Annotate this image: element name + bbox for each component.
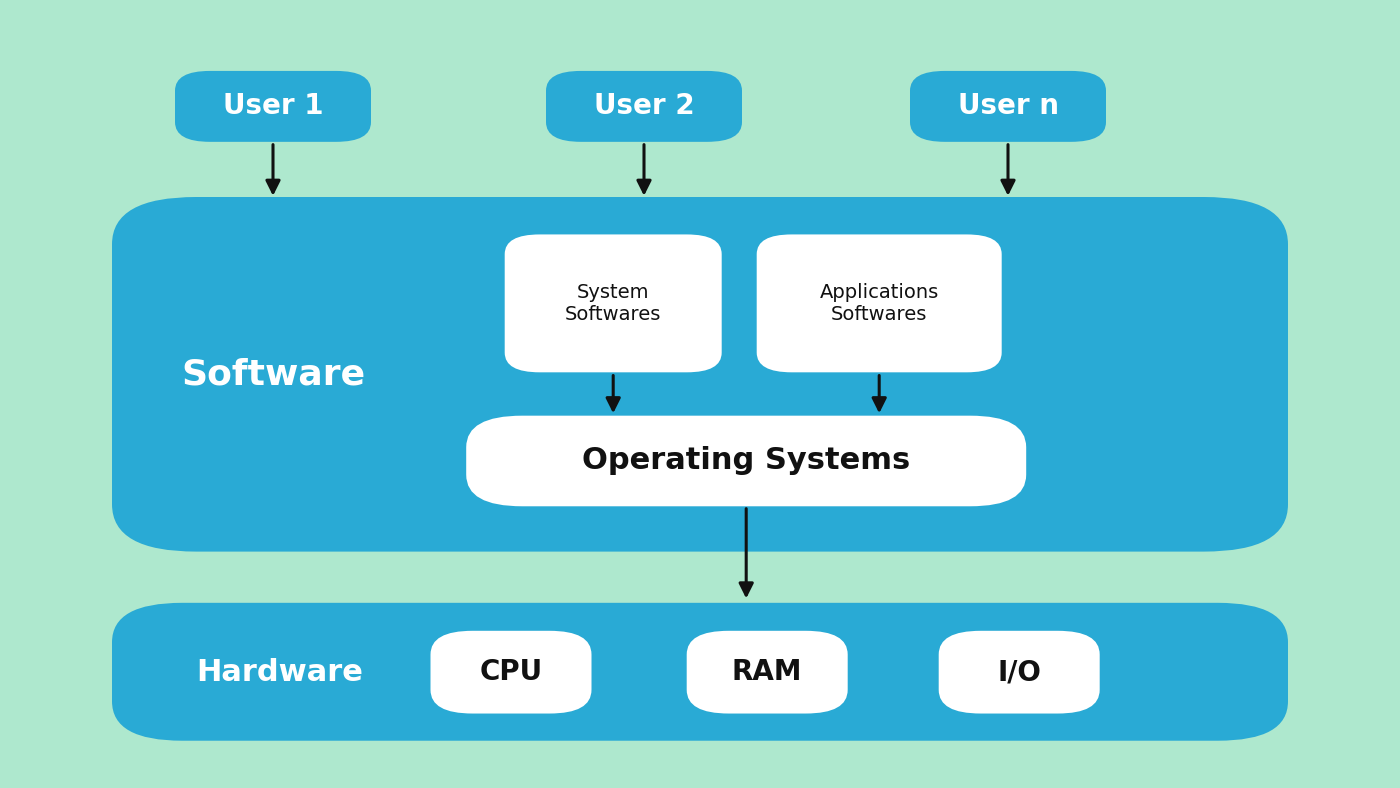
Text: Applications
Softwares: Applications Softwares bbox=[819, 283, 939, 324]
Text: Software: Software bbox=[181, 357, 365, 392]
Text: RAM: RAM bbox=[732, 658, 802, 686]
Text: Operating Systems: Operating Systems bbox=[582, 447, 910, 475]
Text: I/O: I/O bbox=[997, 658, 1042, 686]
FancyBboxPatch shape bbox=[112, 603, 1288, 741]
FancyBboxPatch shape bbox=[938, 630, 1100, 714]
Text: System
Softwares: System Softwares bbox=[566, 283, 661, 324]
FancyBboxPatch shape bbox=[431, 630, 591, 714]
FancyBboxPatch shape bbox=[112, 197, 1288, 552]
FancyBboxPatch shape bbox=[756, 235, 1002, 373]
FancyBboxPatch shape bbox=[175, 71, 371, 142]
FancyBboxPatch shape bbox=[504, 235, 722, 373]
Text: User 2: User 2 bbox=[594, 92, 694, 121]
FancyBboxPatch shape bbox=[910, 71, 1106, 142]
Text: User n: User n bbox=[958, 92, 1058, 121]
Text: CPU: CPU bbox=[479, 658, 543, 686]
Text: Hardware: Hardware bbox=[196, 658, 364, 686]
FancyBboxPatch shape bbox=[466, 416, 1026, 507]
FancyBboxPatch shape bbox=[687, 630, 848, 714]
FancyBboxPatch shape bbox=[546, 71, 742, 142]
Text: User 1: User 1 bbox=[223, 92, 323, 121]
